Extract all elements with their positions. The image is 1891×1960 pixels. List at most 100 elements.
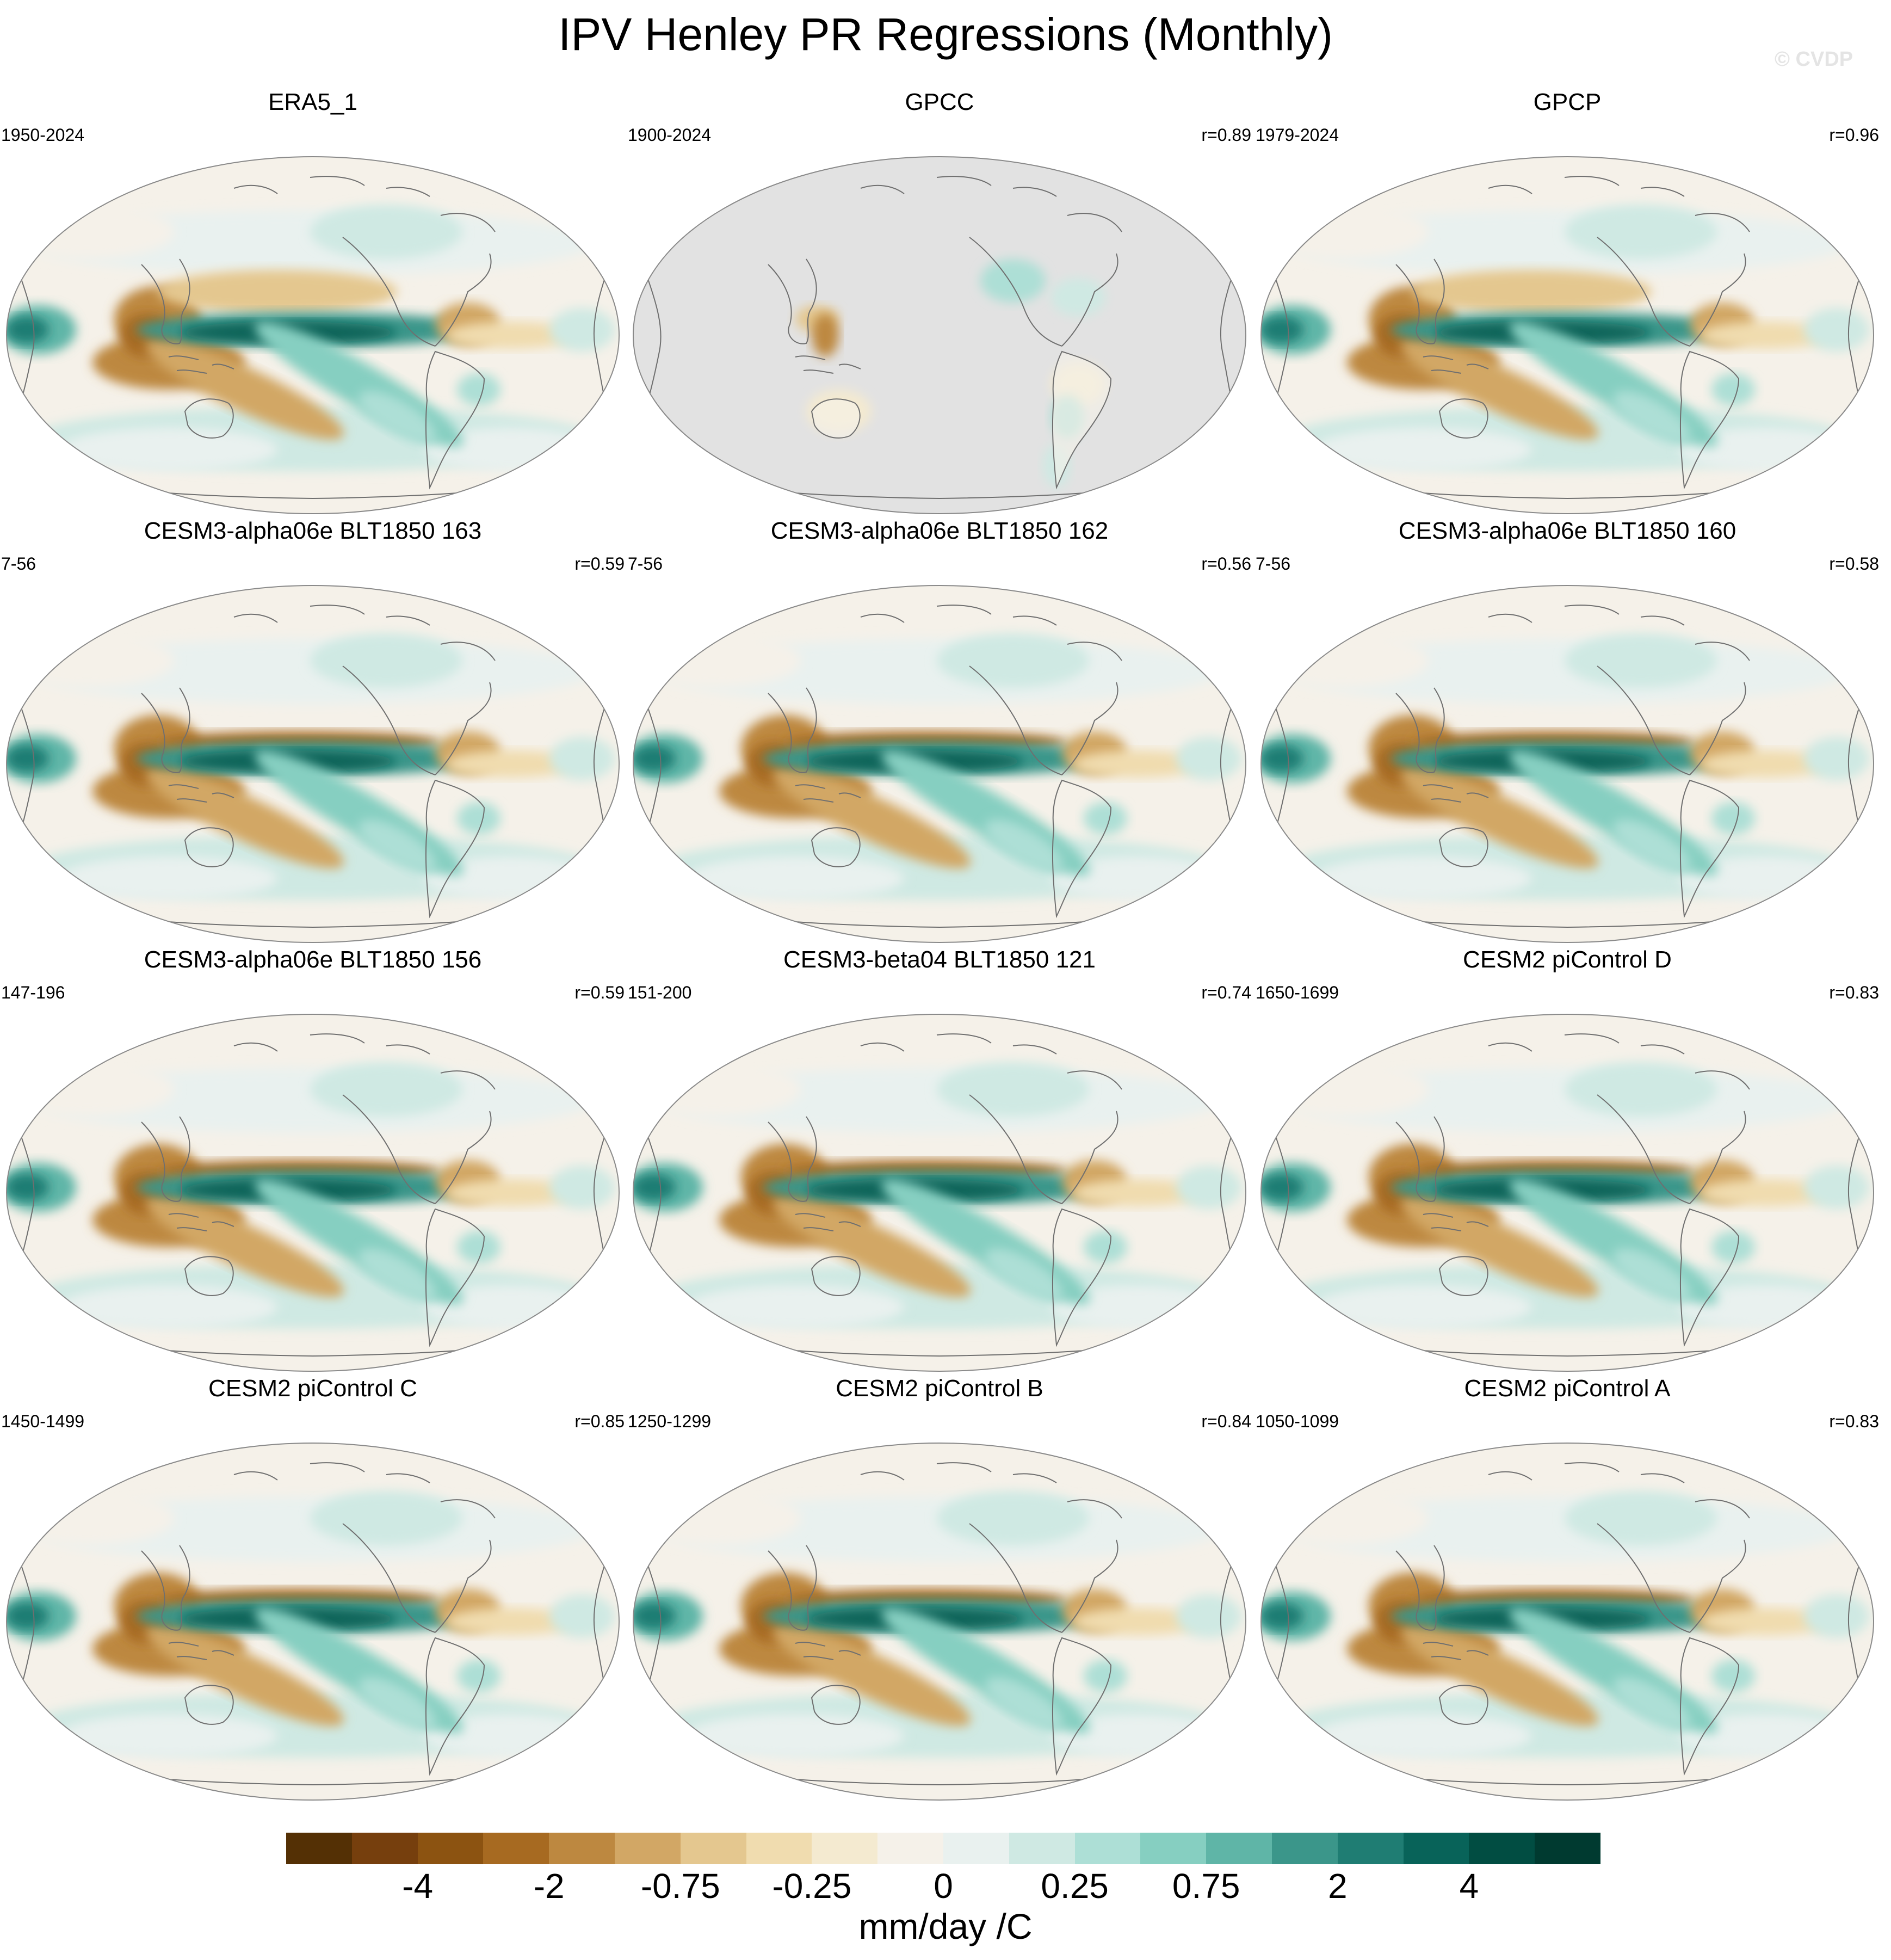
wet-anomaly-south xyxy=(1314,428,1532,471)
coastline xyxy=(969,1094,1062,1204)
wet-anomaly-south xyxy=(687,1714,904,1758)
map-panel: CESM2 piControl B 1250-1299 r=0.84 xyxy=(627,1372,1252,1801)
panel-title: CESM3-alpha06e BLT1850 162 xyxy=(770,517,1109,544)
map-panel: ERA5_1 1950-2024 xyxy=(0,86,626,514)
wet-anomaly-south xyxy=(60,1714,277,1758)
indian-ocean-wet-core xyxy=(7,745,49,772)
map-panel: CESM2 piControl D 1650-1699 r=0.83 xyxy=(1255,944,1880,1372)
colorbar-tick-label: -4 xyxy=(402,1866,434,1906)
africa-wet xyxy=(549,1594,615,1638)
panel-period: 7-56 xyxy=(1,554,36,574)
coastline xyxy=(1488,605,1685,626)
wet-anomaly-north-pacific xyxy=(1565,1491,1717,1545)
colorbar-box xyxy=(1403,1833,1469,1864)
africa-wet xyxy=(1804,308,1869,352)
africa-wet xyxy=(549,737,615,780)
atlantic-dry-band xyxy=(446,1608,577,1635)
map-svg xyxy=(633,156,1246,514)
atlantic-dry-band xyxy=(446,750,577,778)
land-wet-anomaly xyxy=(980,259,1046,303)
panel-title: ERA5_1 xyxy=(268,89,357,115)
africa-wet xyxy=(549,308,615,352)
coastline xyxy=(425,779,485,919)
coastline xyxy=(860,176,1057,197)
map-panel: CESM3-alpha06e BLT1850 160 7-56 r=0.58 xyxy=(1255,515,1880,943)
panel-period: 1450-1499 xyxy=(1,1412,85,1431)
atlantic-dry-band xyxy=(446,1179,577,1206)
map-panel: GPCC 1900-2024 r=0.89 xyxy=(627,86,1252,514)
coastline xyxy=(1689,1499,1750,1633)
coastline xyxy=(768,1116,817,1202)
panel-correlation: r=0.58 xyxy=(1829,554,1879,574)
indian-ocean-wet-core xyxy=(633,745,676,772)
map-panel: GPCP 1979-2024 r=0.96 xyxy=(1255,86,1880,514)
spcz-dry xyxy=(145,1626,344,1726)
colorbar-box xyxy=(549,1833,615,1864)
map xyxy=(5,156,620,517)
panel-title: GPCC xyxy=(905,89,974,115)
south-america-wet xyxy=(1084,1231,1127,1263)
spcz-wet-tail xyxy=(359,819,436,872)
map xyxy=(632,156,1247,517)
colorbar-tick-label: 4 xyxy=(1459,1866,1479,1906)
map-svg xyxy=(633,1443,1246,1801)
indian-ocean-wet-core xyxy=(1261,1602,1303,1630)
south-america-wet xyxy=(1711,1231,1755,1263)
map-outline xyxy=(633,156,1246,514)
map-panel: CESM2 piControl A 1050-1099 r=0.83 xyxy=(1255,1372,1880,1801)
spcz-dry xyxy=(1400,1197,1599,1297)
africa-wet xyxy=(1176,737,1241,780)
indian-ocean-wet-core xyxy=(1261,316,1303,343)
coastline xyxy=(768,258,817,344)
colorbar-box xyxy=(351,1833,418,1864)
coastline xyxy=(795,1642,861,1660)
coastline xyxy=(184,398,234,439)
spcz-wet-tail xyxy=(1613,819,1690,872)
panel-title: CESM3-alpha06e BLT1850 160 xyxy=(1398,517,1736,544)
atlantic-dry-band xyxy=(1073,750,1203,778)
panel-period: 7-56 xyxy=(628,554,663,574)
coastline xyxy=(1438,1256,1488,1296)
coastline xyxy=(1689,642,1750,775)
panel-correlation: r=0.74 xyxy=(1201,983,1251,1002)
panel-correlation: r=0.56 xyxy=(1201,554,1251,574)
spcz-wet-tail xyxy=(1613,1677,1690,1729)
map xyxy=(1260,584,1875,946)
map xyxy=(1260,156,1875,517)
map-outline xyxy=(1260,156,1874,514)
coastline xyxy=(1679,1637,1740,1776)
wet-anomaly-north-pacific xyxy=(310,205,462,259)
wet-anomaly-north-pacific xyxy=(310,1062,462,1117)
coastline xyxy=(342,1523,436,1633)
africa-wet xyxy=(1804,1166,1869,1209)
coastline xyxy=(860,1033,1057,1055)
coastline xyxy=(1423,1642,1489,1660)
coastline xyxy=(1679,779,1740,919)
subtropical-dry xyxy=(1412,270,1652,313)
wet-anomaly-south xyxy=(1314,856,1532,900)
panel-title: CESM3-alpha06e BLT1850 163 xyxy=(144,517,482,544)
coastline xyxy=(233,605,430,626)
coastline xyxy=(1061,642,1122,775)
coastline xyxy=(768,1545,817,1631)
wet-anomaly-north-pacific xyxy=(1565,1062,1717,1117)
colorbar-box xyxy=(614,1833,681,1864)
map-outline xyxy=(6,156,620,514)
colorbar-tick-label: 0.25 xyxy=(1041,1866,1109,1906)
panel-period: 1250-1299 xyxy=(628,1412,712,1431)
coastline xyxy=(811,1685,861,1725)
coastline xyxy=(435,1499,496,1633)
coastline xyxy=(1488,1462,1685,1483)
coastline xyxy=(184,1256,234,1296)
coastline xyxy=(1597,665,1690,775)
spcz-dry xyxy=(1400,340,1599,440)
map xyxy=(5,1013,620,1375)
spcz-dry xyxy=(1400,1626,1599,1726)
panel-period: 1050-1099 xyxy=(1256,1412,1339,1431)
map xyxy=(1260,1442,1875,1804)
wet-anomaly-north-pacific xyxy=(310,1491,462,1545)
coastline xyxy=(795,784,861,803)
coastline xyxy=(1423,355,1489,374)
spcz-dry xyxy=(145,768,344,868)
wet-anomaly-north-pacific xyxy=(937,1062,1089,1117)
